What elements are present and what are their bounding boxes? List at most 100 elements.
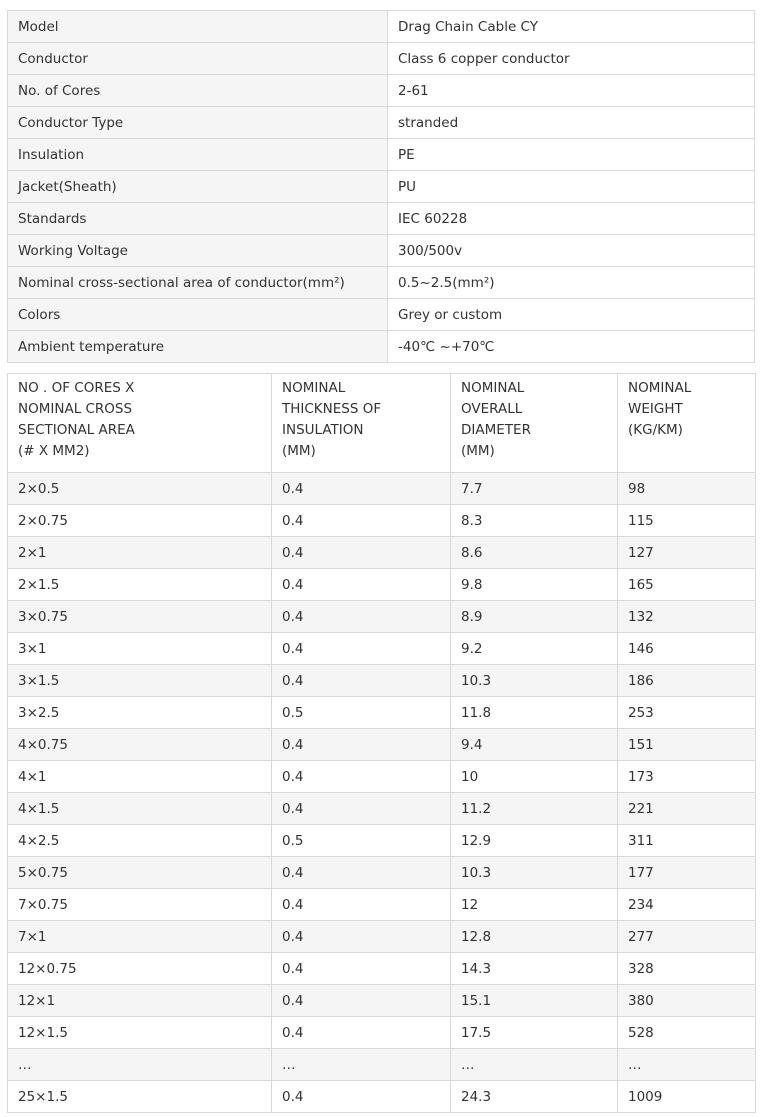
table-row: 7×1 0.4 12.8 277 bbox=[7, 920, 756, 953]
spec-row: Model Drag Chain Cable CY bbox=[7, 10, 755, 43]
table-cell: 3×0.75 bbox=[7, 600, 272, 633]
spec-label: Jacket(Sheath) bbox=[7, 170, 388, 203]
table-cell: 115 bbox=[617, 504, 756, 537]
spec-value: stranded bbox=[387, 106, 755, 139]
column-header-line: DIAMETER bbox=[461, 422, 531, 438]
table-cell: 10 bbox=[450, 760, 618, 793]
table-cell: 277 bbox=[617, 920, 756, 953]
spec-row: Insulation PE bbox=[7, 138, 755, 171]
table-cell: 132 bbox=[617, 600, 756, 633]
table-cell: 15.1 bbox=[450, 984, 618, 1017]
table-cell: 12×1.5 bbox=[7, 1016, 272, 1049]
column-header-line: NOMINAL bbox=[282, 380, 346, 396]
table-cell: 0.4 bbox=[271, 504, 451, 537]
table-cell: 311 bbox=[617, 824, 756, 857]
table-row: 4×1.5 0.4 11.2 221 bbox=[7, 792, 756, 825]
table-cell: 11.8 bbox=[450, 696, 618, 729]
dimension-header-row: NO . OF CORES X NOMINAL CROSS SECTIONAL AR… bbox=[7, 373, 756, 473]
spec-value: 300/500v bbox=[387, 234, 755, 267]
spec-value: Class 6 copper conductor bbox=[387, 42, 755, 75]
table-cell: 12 bbox=[450, 888, 618, 921]
table-cell: 253 bbox=[617, 696, 756, 729]
spec-label: Conductor Type bbox=[7, 106, 388, 139]
table-cell: 0.4 bbox=[271, 792, 451, 825]
table-cell: 146 bbox=[617, 632, 756, 665]
spec-row: No. of Cores 2-61 bbox=[7, 74, 755, 107]
table-cell: 7×1 bbox=[7, 920, 272, 953]
table-cell: 14.3 bbox=[450, 952, 618, 985]
spec-table-body: Model Drag Chain Cable CY Conductor Class 6… bbox=[7, 10, 755, 363]
table-cell: 0.4 bbox=[271, 472, 451, 505]
table-cell: 4×0.75 bbox=[7, 728, 272, 761]
table-row: 3×2.5 0.5 11.8 253 bbox=[7, 696, 756, 729]
column-header-line: NOMINAL bbox=[461, 380, 525, 396]
dimension-table: NO . OF CORES X NOMINAL CROSS SECTIONAL AR… bbox=[7, 373, 756, 1113]
column-header-line: (MM) bbox=[461, 443, 495, 459]
spec-row: Colors Grey or custom bbox=[7, 298, 755, 331]
table-cell: 0.4 bbox=[271, 664, 451, 697]
table-cell: 3×1 bbox=[7, 632, 272, 665]
spec-row: Working Voltage 300/500v bbox=[7, 234, 755, 267]
table-cell: 8.9 bbox=[450, 600, 618, 633]
spec-label: Working Voltage bbox=[7, 234, 388, 267]
table-row: 4×2.5 0.5 12.9 311 bbox=[7, 824, 756, 857]
table-cell: 8.6 bbox=[450, 536, 618, 569]
table-cell: … bbox=[7, 1048, 272, 1081]
table-row: 2×1 0.4 8.6 127 bbox=[7, 536, 756, 569]
spec-row: Conductor Class 6 copper conductor bbox=[7, 42, 755, 75]
table-cell: 165 bbox=[617, 568, 756, 601]
spec-value: Drag Chain Cable CY bbox=[387, 10, 755, 43]
table-cell: 0.4 bbox=[271, 1080, 451, 1113]
table-row: 12×1.5 0.4 17.5 528 bbox=[7, 1016, 756, 1049]
table-cell: 25×1.5 bbox=[7, 1080, 272, 1113]
table-cell: 2×1.5 bbox=[7, 568, 272, 601]
spec-value: 0.5~2.5(mm²) bbox=[387, 266, 755, 299]
column-header-line: (# X MM2) bbox=[18, 443, 90, 459]
table-row: 3×1.5 0.4 10.3 186 bbox=[7, 664, 756, 697]
table-cell: 4×1.5 bbox=[7, 792, 272, 825]
column-header-line: WEIGHT bbox=[628, 401, 683, 417]
table-cell: 380 bbox=[617, 984, 756, 1017]
spec-table: Model Drag Chain Cable CY Conductor Class 6… bbox=[7, 10, 755, 363]
table-row: 12×0.75 0.4 14.3 328 bbox=[7, 952, 756, 985]
column-header: NOMINAL THICKNESS OF INSULATION (MM) bbox=[271, 373, 451, 473]
table-cell: 0.4 bbox=[271, 888, 451, 921]
spec-row: Ambient temperature -40℃ ~+70℃ bbox=[7, 330, 755, 363]
table-cell: 0.4 bbox=[271, 760, 451, 793]
table-row: 4×0.75 0.4 9.4 151 bbox=[7, 728, 756, 761]
table-cell: 1009 bbox=[617, 1080, 756, 1113]
spec-value: PE bbox=[387, 138, 755, 171]
table-cell: 7.7 bbox=[450, 472, 618, 505]
table-cell: 328 bbox=[617, 952, 756, 985]
table-cell: 4×2.5 bbox=[7, 824, 272, 857]
table-cell: 528 bbox=[617, 1016, 756, 1049]
spec-label: Model bbox=[7, 10, 388, 43]
table-cell: 0.4 bbox=[271, 536, 451, 569]
table-row: 2×0.75 0.4 8.3 115 bbox=[7, 504, 756, 537]
table-cell: 9.8 bbox=[450, 568, 618, 601]
table-cell: … bbox=[617, 1048, 756, 1081]
spec-label: Ambient temperature bbox=[7, 330, 388, 363]
table-cell: 0.4 bbox=[271, 984, 451, 1017]
table-cell: 221 bbox=[617, 792, 756, 825]
table-cell: 0.4 bbox=[271, 568, 451, 601]
table-row: 5×0.75 0.4 10.3 177 bbox=[7, 856, 756, 889]
table-cell: 0.4 bbox=[271, 856, 451, 889]
table-cell: 2×0.5 bbox=[7, 472, 272, 505]
table-cell: 12×1 bbox=[7, 984, 272, 1017]
table-cell: 8.3 bbox=[450, 504, 618, 537]
spec-label: Nominal cross-sectional area of conducto… bbox=[7, 266, 388, 299]
table-cell: 173 bbox=[617, 760, 756, 793]
table-cell: 12.8 bbox=[450, 920, 618, 953]
table-row: 25×1.5 0.4 24.3 1009 bbox=[7, 1080, 756, 1113]
dimension-table-body: NO . OF CORES X NOMINAL CROSS SECTIONAL AR… bbox=[7, 373, 756, 1113]
table-cell: 17.5 bbox=[450, 1016, 618, 1049]
table-row: 4×1 0.4 10 173 bbox=[7, 760, 756, 793]
column-header: NO . OF CORES X NOMINAL CROSS SECTIONAL AR… bbox=[7, 373, 272, 473]
spec-value: PU bbox=[387, 170, 755, 203]
spec-value: -40℃ ~+70℃ bbox=[387, 330, 755, 363]
table-row: 3×0.75 0.4 8.9 132 bbox=[7, 600, 756, 633]
table-cell: 10.3 bbox=[450, 664, 618, 697]
column-header-line: NO . OF CORES X bbox=[18, 380, 135, 396]
table-row: 3×1 0.4 9.2 146 bbox=[7, 632, 756, 665]
